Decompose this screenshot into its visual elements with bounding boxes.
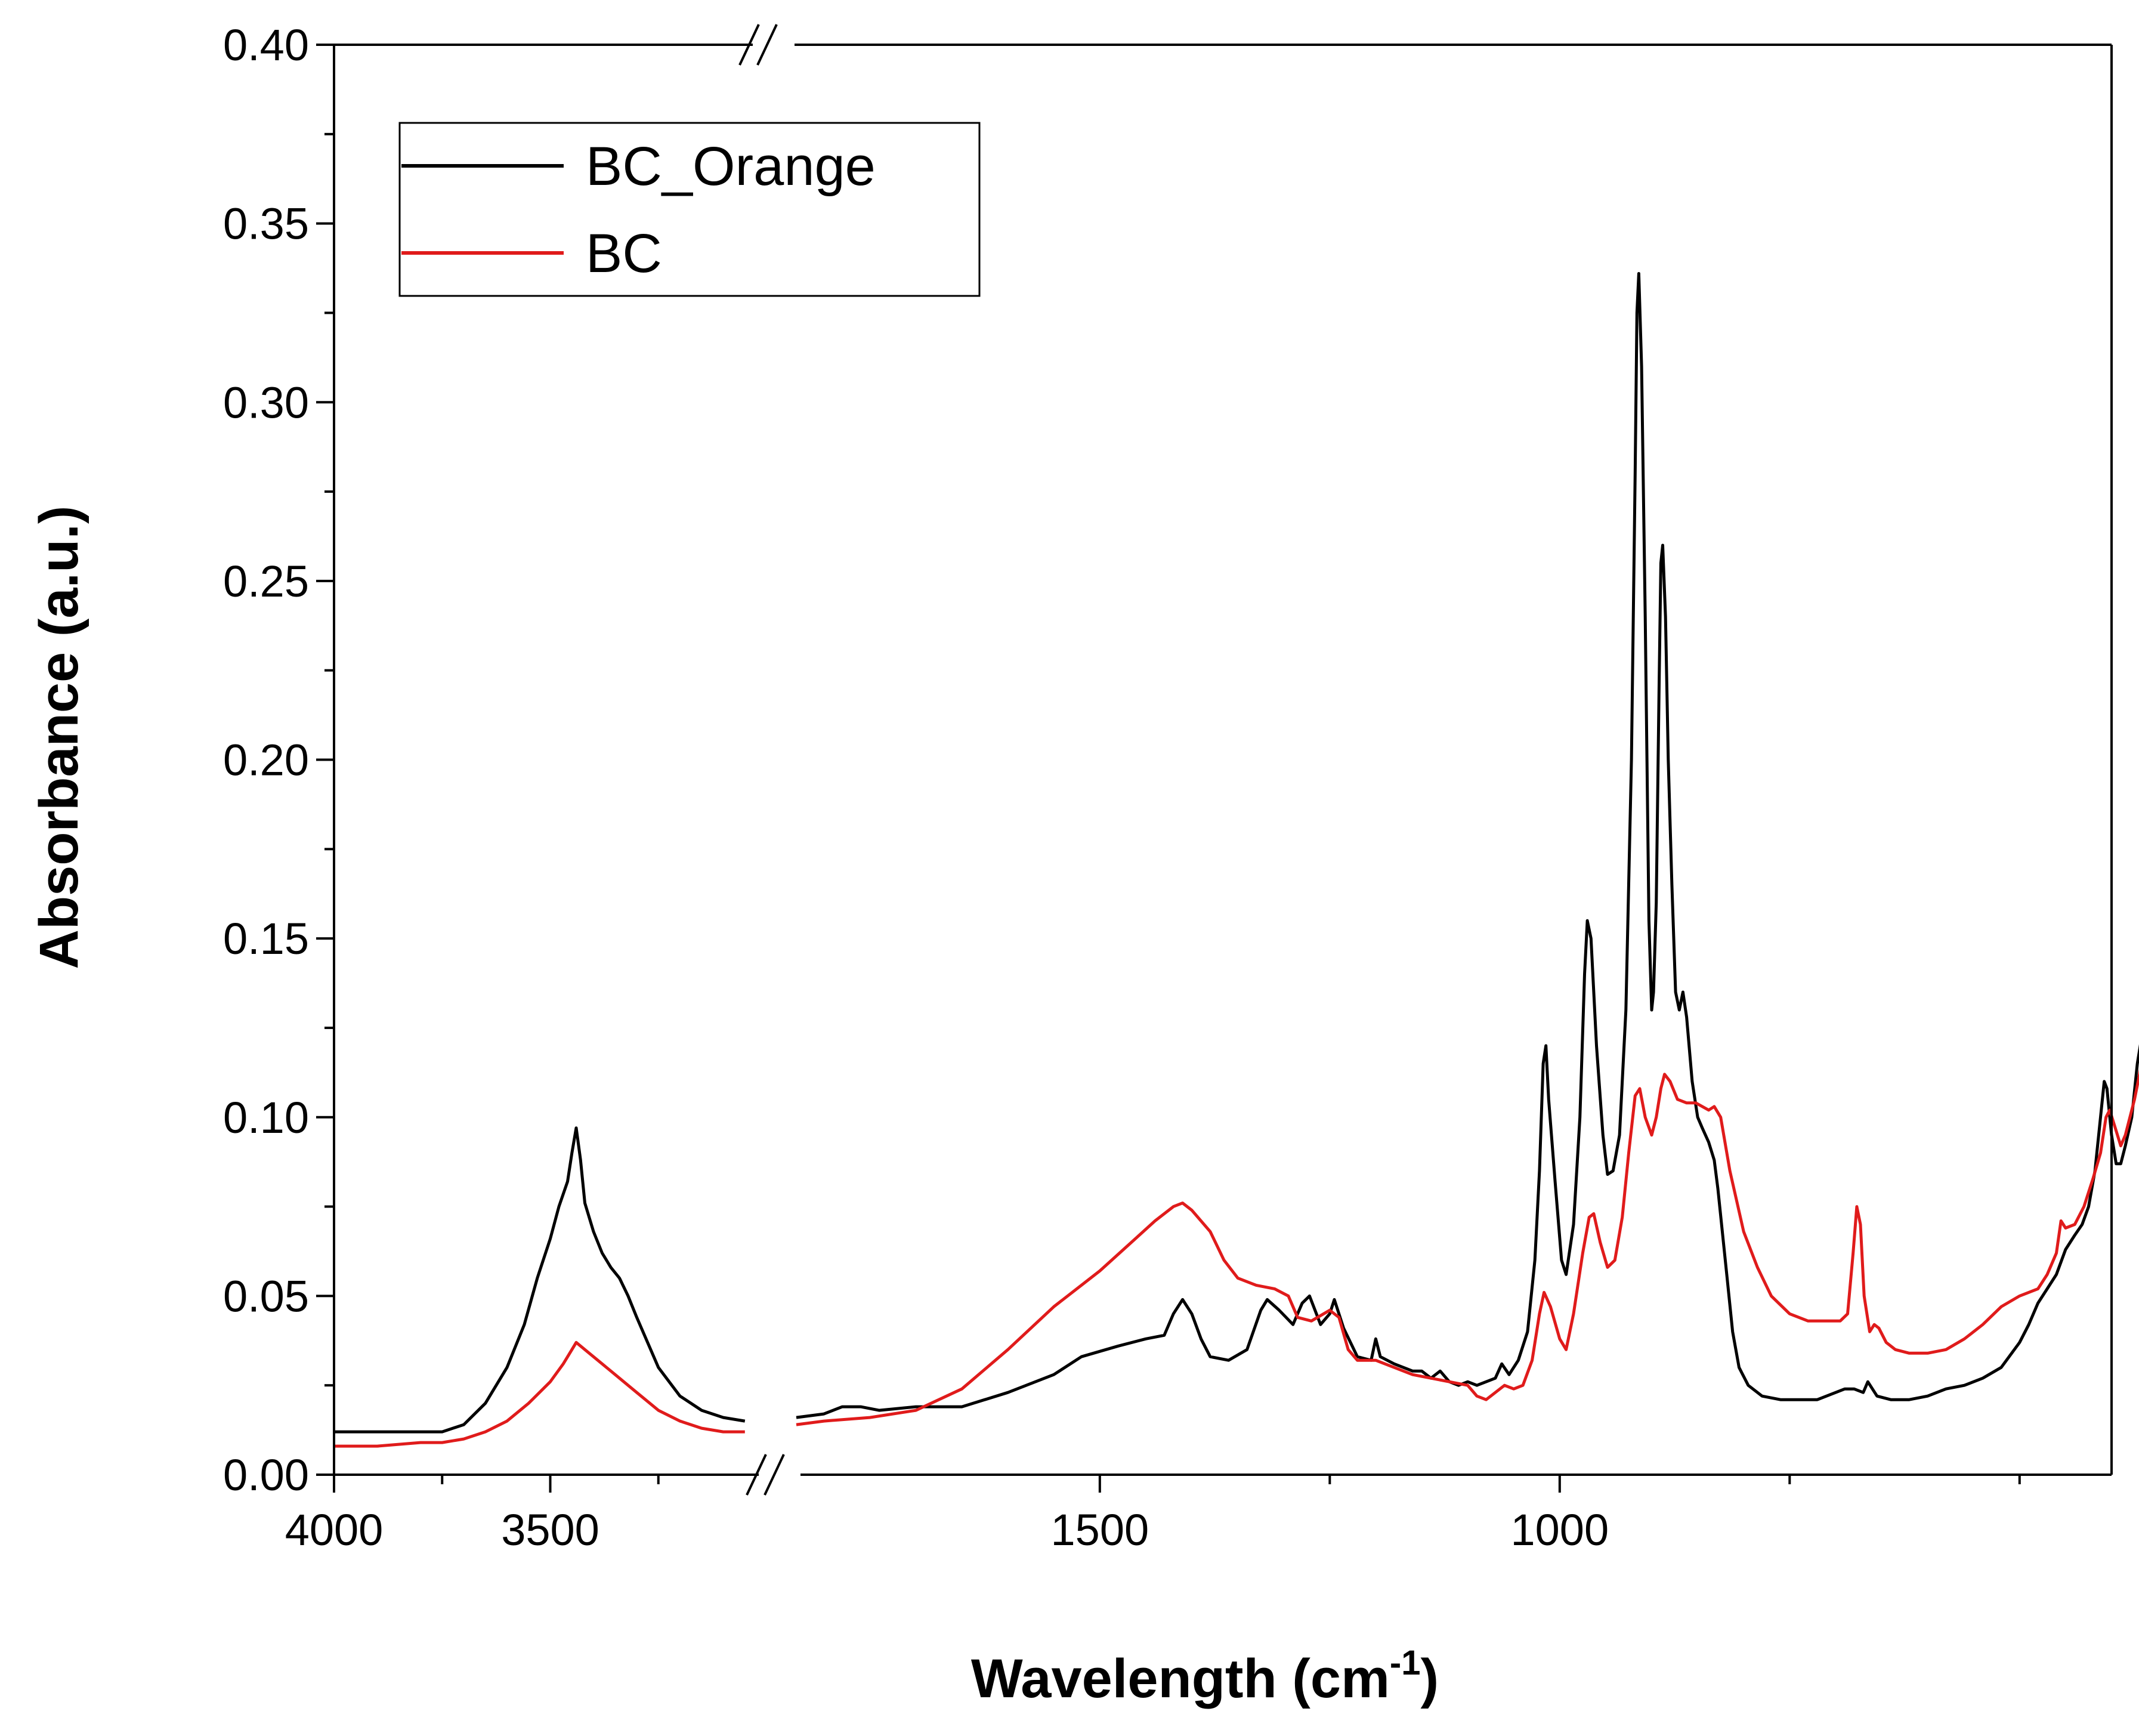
legend-label-bc: BC [586,223,662,284]
y-tick-label: 0.15 [223,914,309,963]
y-tick-label: 0.00 [223,1450,309,1500]
axis-break-mark-4 [756,24,778,66]
y-tick-label: 0.10 [223,1093,309,1142]
legend: BC_Orange BC [398,122,981,297]
y-tick-label: 0.40 [223,20,309,70]
y-tick-label: 0.35 [223,199,309,249]
axis-break-mark-2 [764,1454,785,1496]
series-layer [334,272,2139,1448]
x-tick-label: 1000 [1511,1505,1609,1555]
x-axis-title-main: Wavelength (cm [971,1648,1390,1709]
axis-break-mark-3 [738,24,760,66]
legend-label-bc-orange: BC_Orange [586,136,876,197]
legend-box [398,122,981,297]
x-tick-label: 4000 [285,1505,384,1555]
axis-break-mark-1 [746,1454,767,1496]
series-line-bc-orange-segment-1 [334,1126,746,1434]
x-axis-title-superscript: -1 [1390,1644,1421,1682]
y-axis-title: Absorbance (a.u.) [29,505,89,969]
series-line-bc-orange-segment-2 [796,272,2139,1419]
y-tick-label: 0.20 [223,736,309,785]
x-axis-title: Wavelength (cm-1) [971,1644,1439,1709]
x-axis: 4000 3500 1500 1000 [285,1475,2021,1555]
y-tick-label: 0.25 [223,557,309,606]
y-tick-label: 0.30 [223,378,309,427]
x-tick-label: 1500 [1051,1505,1149,1555]
series-line-bc-segment-2 [796,1069,2139,1426]
x-axis-title-suffix: ) [1420,1648,1439,1709]
x-tick-label: 3500 [501,1505,599,1555]
y-tick-label: 0.05 [223,1271,309,1321]
plot-area: 0.00 0.05 0.10 0.15 0.20 0.25 0.30 0.35 0.40 400… [223,20,2139,1555]
series-line-bc-segment-1 [334,1340,745,1448]
y-axis: 0.00 0.05 0.10 0.15 0.20 0.25 0.30 0.35 0.40 [223,20,334,1500]
